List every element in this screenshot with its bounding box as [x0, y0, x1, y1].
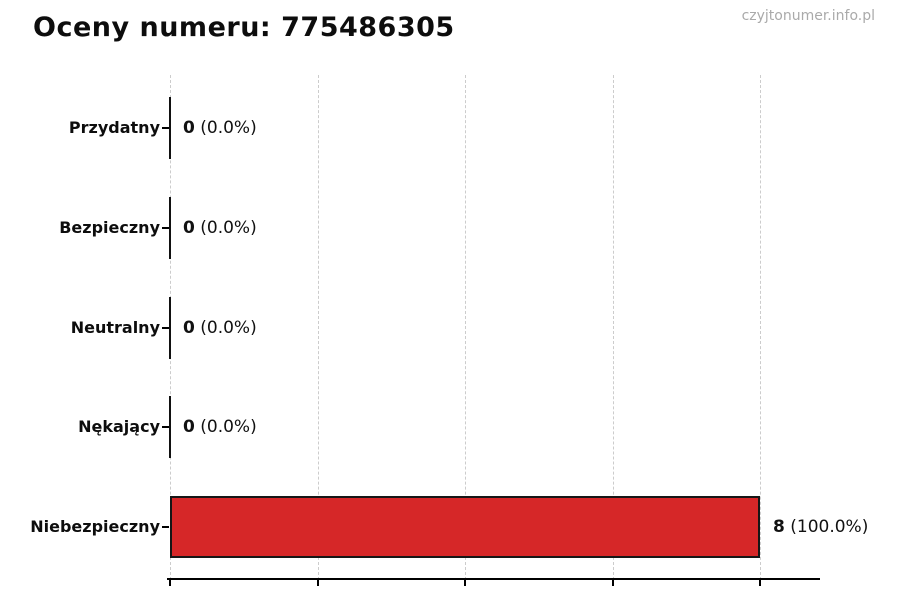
- category-label: Przydatny: [68, 118, 160, 137]
- x-axis-tick: [464, 580, 466, 586]
- value-count: 0: [183, 217, 195, 238]
- value-percent: (100.0%): [784, 517, 869, 537]
- category-label: Neutralny: [70, 317, 160, 337]
- value-label: 0 (0.0%): [183, 416, 257, 438]
- zero-bar-nękający: [169, 396, 171, 459]
- x-axis-tick: [169, 580, 171, 586]
- vertical-gridline: [317, 75, 319, 580]
- x-axis-line: [167, 578, 820, 580]
- value-count: 0: [183, 317, 195, 338]
- category-label: Nękający: [78, 417, 160, 437]
- y-axis-tick: [162, 226, 169, 229]
- value-count: 0: [183, 417, 195, 438]
- value-percent: (0.0%): [194, 217, 257, 238]
- x-axis-tick: [611, 580, 614, 586]
- watermark-text: czyjtonumer.info.pl: [741, 8, 875, 24]
- vertical-gridline: [760, 75, 761, 580]
- category-label: Niebezpieczny: [30, 517, 160, 536]
- value-count: 8: [773, 517, 785, 537]
- bar-niebezpieczny: [170, 496, 760, 558]
- value-label: 0 (0.0%): [183, 317, 257, 339]
- value-label: 0 (0.0%): [183, 217, 257, 239]
- y-axis-tick: [162, 526, 169, 528]
- zero-bar-neutralny: [169, 296, 171, 359]
- x-axis-tick: [316, 580, 319, 586]
- y-axis-tick: [162, 426, 169, 429]
- value-percent: (0.0%): [194, 118, 257, 138]
- value-label: 8 (100.0%): [773, 516, 868, 538]
- vertical-gridline: [612, 75, 614, 580]
- zero-bar-bezpieczny: [169, 196, 171, 259]
- zero-bar-przydatny: [169, 97, 171, 159]
- vertical-gridline: [465, 75, 466, 580]
- value-percent: (0.0%): [194, 317, 257, 338]
- value-count: 0: [183, 118, 195, 138]
- x-axis-tick: [759, 580, 761, 586]
- y-axis-tick: [162, 127, 169, 129]
- value-label: 0 (0.0%): [183, 117, 257, 139]
- y-axis-tick: [162, 326, 169, 329]
- category-label: Bezpieczny: [59, 217, 160, 237]
- value-percent: (0.0%): [194, 417, 257, 438]
- chart-title: Oceny numeru: 775486305: [33, 12, 455, 43]
